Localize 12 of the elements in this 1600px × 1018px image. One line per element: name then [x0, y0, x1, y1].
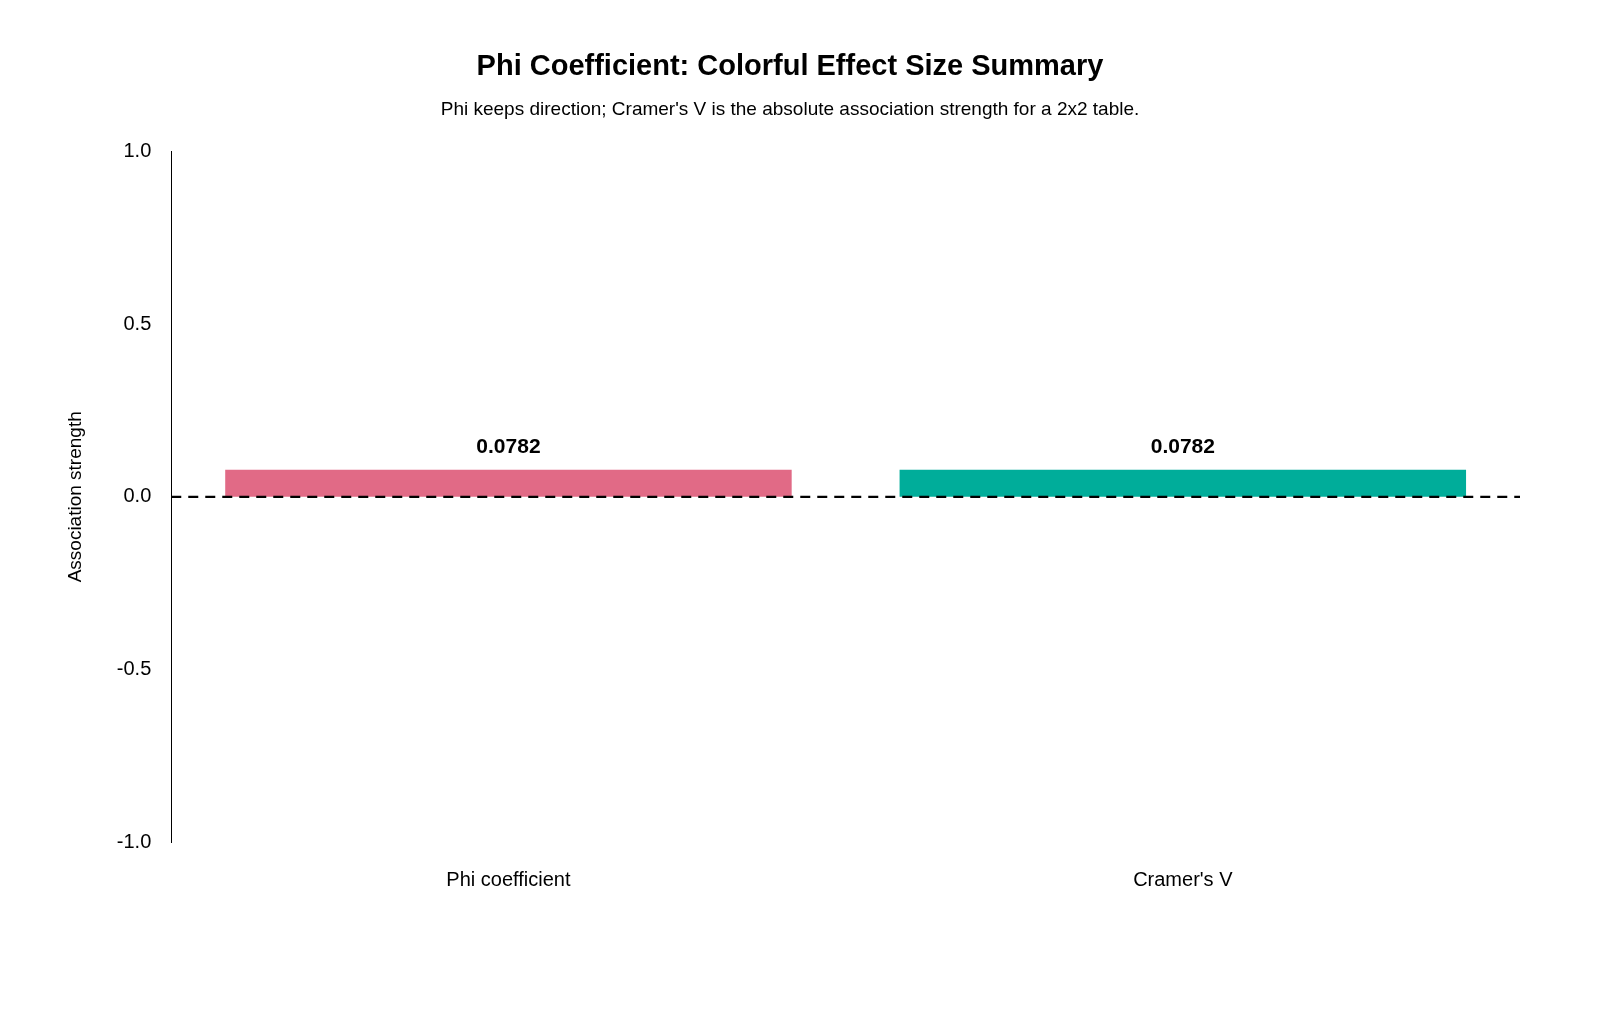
- y-tick-label: 0.5: [123, 311, 152, 334]
- y-tick-label: 1.0: [123, 139, 152, 162]
- data-label: 0.0782: [476, 434, 541, 458]
- y-tick-label: 0.0: [123, 484, 152, 507]
- y-tick-label: -1.0: [116, 829, 152, 852]
- chart-subtitle: Phi keeps direction; Cramer's V is the absolute association strength for a 2x2 table.: [440, 98, 1140, 120]
- data-label: 0.0782: [1150, 434, 1215, 458]
- x-tick-label: Cramer's V: [1133, 867, 1234, 890]
- y-axis-title: Association strength: [63, 411, 85, 583]
- x-tick-label: Phi coefficient: [446, 867, 571, 890]
- chart-title: Phi Coefficient: Colorful Effect Size Summary: [476, 49, 1104, 82]
- y-tick-label: -0.5: [116, 656, 152, 679]
